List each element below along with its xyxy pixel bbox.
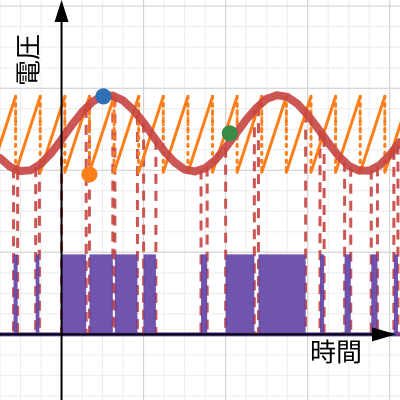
pwm-pulse xyxy=(143,254,156,335)
pwm-pulse xyxy=(114,254,138,335)
point xyxy=(95,88,112,105)
pwm-pulse xyxy=(89,254,113,335)
ramp xyxy=(14,94,42,174)
ramp xyxy=(87,94,116,174)
ramp xyxy=(358,94,387,174)
point xyxy=(221,125,238,142)
pwm-pulse xyxy=(201,254,208,335)
pwm-pulse xyxy=(258,254,306,335)
ramp xyxy=(186,94,215,174)
ramp xyxy=(260,94,288,174)
point xyxy=(81,166,98,183)
pwm-pulse xyxy=(393,254,398,335)
y-axis-label: 電圧 xyxy=(15,34,45,86)
pwm-pulse xyxy=(61,254,87,335)
pwm-pulse xyxy=(320,254,325,335)
sine-curve xyxy=(0,91,400,176)
plot-area xyxy=(0,88,400,337)
y-axis-arrow xyxy=(54,0,69,22)
pwm-pulse xyxy=(371,254,378,335)
x-axis-label: 時間 xyxy=(310,339,362,369)
pwm-pulse xyxy=(225,254,255,335)
x-axis-arrow xyxy=(372,327,396,342)
pwm-pulse xyxy=(344,254,351,335)
pwm-pulse xyxy=(35,254,40,335)
ramp xyxy=(0,94,18,150)
pwm-pulse xyxy=(13,254,18,335)
